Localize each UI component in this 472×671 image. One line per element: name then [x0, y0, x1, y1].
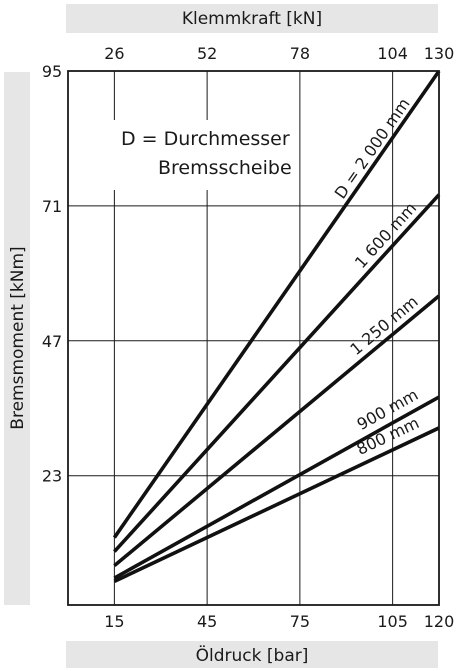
y-tick-label: 47 — [42, 332, 62, 351]
annotation-background — [112, 120, 290, 190]
series-line — [112, 69, 441, 539]
y-axis-band — [4, 72, 30, 605]
top-tick-label: 26 — [104, 44, 124, 63]
series-line — [113, 395, 440, 580]
y-tick-label: 23 — [42, 467, 62, 486]
y-tick-label: 71 — [42, 197, 62, 216]
top-tick-label: 52 — [197, 44, 217, 63]
top-tick-label: 78 — [290, 44, 310, 63]
x-axis-title: Öldruck [bar] — [196, 644, 309, 666]
x-tick-label: 105 — [377, 612, 408, 631]
x-tick-label: 75 — [290, 612, 310, 631]
x-axis-band — [66, 641, 438, 668]
top-axis-band — [66, 4, 438, 33]
top-tick-label: 130 — [424, 44, 455, 63]
series-label: D = 2 000 mm — [331, 95, 414, 203]
series-line — [113, 426, 440, 584]
x-tick-label: 15 — [104, 612, 124, 631]
x-tick-label: 45 — [197, 612, 217, 631]
annotation-line-1: D = Durchmesser — [121, 128, 290, 150]
y-tick-label: 95 — [42, 62, 62, 81]
plot-frame — [67, 70, 440, 606]
top-tick-label: 104 — [377, 44, 408, 63]
y-axis-title: Bremsmoment [kNm] — [8, 246, 28, 429]
x-tick-label: 120 — [424, 612, 455, 631]
series-line — [113, 193, 441, 553]
series-label: 1 600 mm — [351, 199, 420, 272]
top-axis-title: Klemmkraft [kN] — [182, 9, 322, 29]
series-label: 1 250 mm — [346, 292, 421, 359]
annotation-line-2: Bremsscheibe — [158, 157, 292, 179]
series-line — [113, 294, 441, 568]
